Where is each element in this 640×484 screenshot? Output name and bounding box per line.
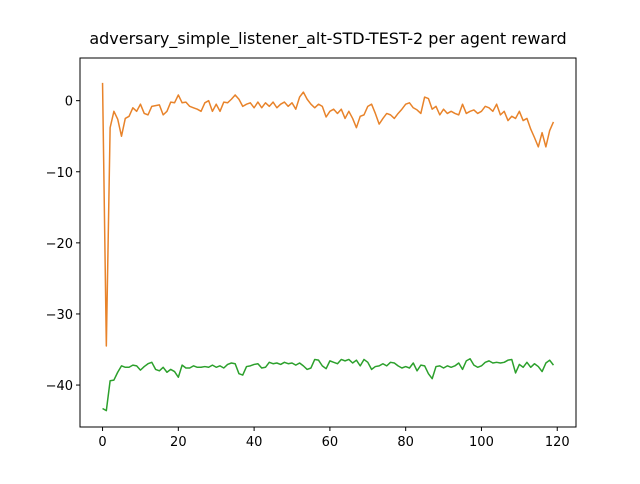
x-tick-label: 40 (246, 435, 263, 450)
x-tick-label: 80 (397, 435, 414, 450)
line-series (101, 82, 555, 347)
x-tick-label: 0 (98, 435, 106, 450)
y-tick-label: −10 (46, 166, 73, 181)
x-tick-label: 100 (469, 435, 494, 450)
chart-title: adversary_simple_listener_alt-STD-TEST-2… (89, 29, 566, 49)
y-tick-label: 0 (65, 95, 73, 110)
line-series (102, 358, 555, 412)
x-tick-label: 60 (322, 435, 339, 450)
y-tick-label: −20 (46, 237, 73, 252)
y-tick-label: −30 (46, 308, 73, 323)
y-tick-label: −40 (46, 379, 73, 394)
x-tick-label: 120 (545, 435, 570, 450)
x-tick-label: 20 (170, 435, 187, 450)
